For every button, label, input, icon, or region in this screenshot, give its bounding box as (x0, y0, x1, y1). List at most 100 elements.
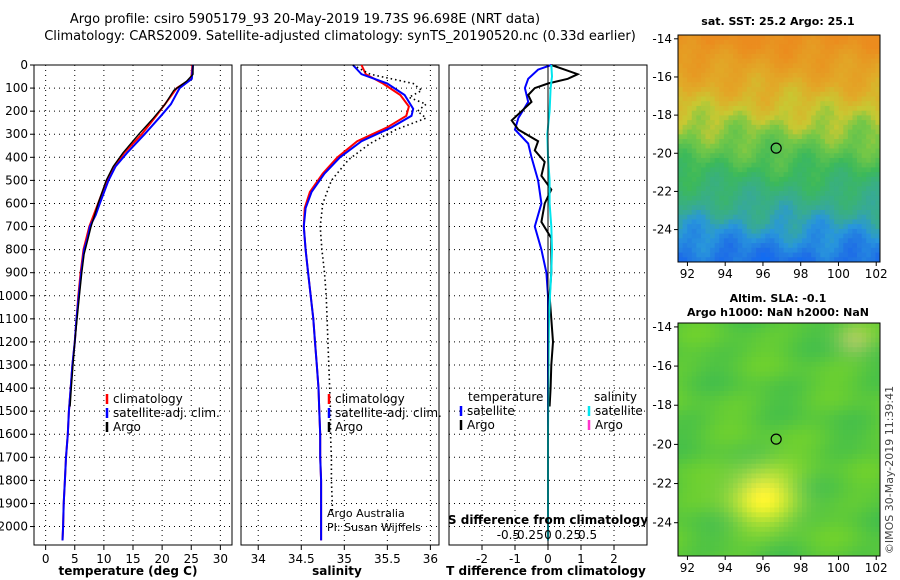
map-cell (714, 134, 720, 140)
map-cell (847, 44, 853, 50)
map-cell (705, 77, 711, 83)
map-cell (723, 395, 729, 402)
map-cell (801, 44, 807, 50)
map-cell (765, 143, 771, 149)
map-cell (824, 371, 830, 377)
map-cell (792, 429, 798, 436)
map-cell (737, 424, 743, 431)
map-cell (700, 483, 706, 489)
map-cell (838, 488, 844, 494)
map-cell (829, 200, 835, 206)
map-cell (797, 53, 803, 60)
map-cell (710, 35, 716, 41)
map-cell (829, 497, 835, 503)
map-cell (820, 536, 826, 542)
map-cell (705, 390, 711, 397)
map-cell (723, 200, 729, 206)
map-cell (691, 110, 697, 116)
map-cell (861, 390, 867, 397)
map-cell (746, 167, 752, 173)
map-cell (733, 176, 739, 183)
map-cell (847, 371, 853, 377)
map-cell (682, 101, 688, 107)
map-cell (705, 444, 711, 450)
map-cell (760, 458, 766, 465)
map-cell (847, 492, 853, 499)
map-cell (866, 536, 872, 542)
map-cell (875, 87, 881, 93)
map-cell (875, 72, 881, 78)
map-cell (714, 356, 720, 363)
map-cell (797, 502, 803, 508)
map-cell (843, 139, 849, 145)
map-cell (746, 124, 752, 130)
map-cell (700, 143, 706, 149)
map-cell (742, 381, 748, 387)
map-cell (728, 356, 734, 363)
map-cell (783, 105, 789, 112)
map-cell (811, 332, 817, 338)
map-cell (875, 502, 881, 508)
map-cell (801, 405, 807, 411)
map-cell (733, 214, 739, 220)
map-cell (815, 63, 821, 69)
map-cell (834, 129, 840, 135)
map-cell (742, 82, 748, 88)
map-cell (705, 214, 711, 220)
map-cell (714, 129, 720, 135)
map-cell (861, 424, 867, 431)
map-cell (820, 454, 826, 460)
map-cell (765, 110, 771, 116)
map-cell (710, 110, 716, 116)
map-cell (783, 110, 789, 116)
map-cell (820, 376, 826, 382)
map-cell (751, 327, 757, 334)
map-cell (723, 186, 729, 192)
map-cell (691, 186, 697, 192)
map-cell (760, 181, 766, 187)
map-cell (820, 366, 826, 372)
map-cell (760, 68, 766, 74)
map-cell (806, 463, 812, 470)
map-cell (723, 420, 729, 426)
map-cell (760, 205, 766, 211)
map-cell (852, 526, 858, 533)
map-cell (714, 522, 720, 528)
map-cell (742, 44, 748, 50)
map-cell (861, 458, 867, 465)
map-cell (820, 105, 826, 112)
map-cell (710, 143, 716, 149)
map-cell (870, 376, 876, 382)
map-cell (834, 91, 840, 97)
map-cell (705, 410, 711, 416)
map-cell (852, 209, 858, 216)
map-cell (792, 72, 798, 78)
map-cell (678, 228, 683, 235)
map-cell (806, 458, 812, 465)
map-cell (714, 110, 720, 116)
map-cell (769, 497, 775, 503)
map-cell (696, 72, 702, 78)
map-cell (710, 536, 716, 542)
map-cell (801, 522, 807, 528)
map-cell (861, 143, 867, 149)
map-cell (765, 49, 771, 55)
map-cell (710, 395, 716, 402)
map-cell (746, 233, 752, 239)
map-cell (687, 134, 693, 140)
map-cell (760, 129, 766, 135)
map-cell (857, 39, 863, 45)
map-cell (719, 390, 725, 397)
map-cell (714, 77, 720, 83)
map-cell (824, 186, 830, 192)
map-cell (751, 209, 757, 216)
map-cell (714, 551, 720, 557)
map-cell (824, 153, 830, 159)
map-cell (829, 449, 835, 455)
map-cell (857, 209, 863, 216)
map-cell (843, 243, 849, 249)
map-cell (843, 347, 849, 353)
map-cell (746, 63, 752, 69)
map-cell (719, 39, 725, 45)
map-cell (742, 395, 748, 402)
